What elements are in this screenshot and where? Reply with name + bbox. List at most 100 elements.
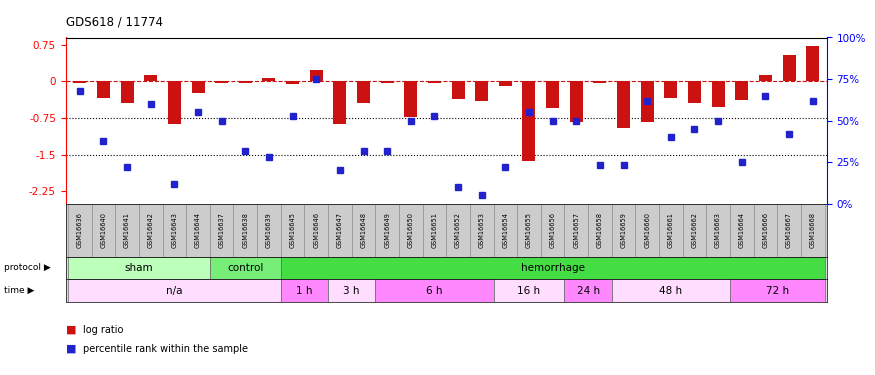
Text: GSM16655: GSM16655 [526, 212, 532, 248]
Bar [428, 81, 441, 84]
Bar [333, 81, 346, 124]
Bar [92, 204, 116, 257]
Bar [801, 204, 824, 257]
Bar [517, 204, 541, 257]
Text: GDS618 / 11774: GDS618 / 11774 [66, 15, 163, 28]
Text: GSM16663: GSM16663 [715, 212, 721, 248]
Text: GSM16652: GSM16652 [455, 212, 461, 248]
Bar [257, 204, 281, 257]
Bar [735, 81, 748, 100]
Bar [806, 46, 819, 81]
Bar [541, 204, 564, 257]
Text: GSM16639: GSM16639 [266, 212, 272, 248]
Bar [281, 204, 304, 257]
Bar [262, 78, 276, 81]
Bar [640, 81, 654, 122]
Bar [711, 81, 724, 107]
Text: GSM16661: GSM16661 [668, 212, 674, 248]
Text: GSM16640: GSM16640 [101, 212, 107, 248]
Bar [215, 81, 228, 84]
Text: GSM16658: GSM16658 [597, 212, 603, 248]
Bar [163, 204, 186, 257]
Bar [593, 81, 606, 84]
Bar [777, 204, 801, 257]
Bar [546, 81, 559, 108]
Text: GSM16642: GSM16642 [148, 212, 154, 248]
Text: GSM16667: GSM16667 [786, 212, 792, 248]
Bar [144, 75, 158, 81]
Bar [564, 279, 612, 302]
Text: percentile rank within the sample: percentile rank within the sample [83, 344, 248, 354]
Text: GSM16646: GSM16646 [313, 212, 319, 248]
Bar [97, 81, 110, 98]
Text: hemorrhage: hemorrhage [521, 263, 584, 273]
Bar [381, 81, 394, 84]
Text: GSM16668: GSM16668 [809, 212, 816, 248]
Text: ■: ■ [66, 325, 76, 335]
Bar [328, 279, 375, 302]
Text: GSM16660: GSM16660 [644, 212, 650, 248]
Bar [688, 81, 701, 104]
Text: GSM16662: GSM16662 [691, 212, 697, 248]
Bar [493, 204, 517, 257]
Text: GSM16637: GSM16637 [219, 212, 225, 248]
Bar [617, 81, 630, 128]
Bar [399, 204, 423, 257]
Text: 48 h: 48 h [659, 285, 682, 296]
Text: n/a: n/a [166, 285, 183, 296]
Bar [612, 279, 730, 302]
Bar [210, 256, 281, 279]
Bar [635, 204, 659, 257]
Bar [659, 204, 682, 257]
Text: sham: sham [124, 263, 153, 273]
Text: GSM16653: GSM16653 [479, 212, 485, 248]
Text: GSM16656: GSM16656 [550, 212, 556, 248]
Bar [570, 81, 583, 122]
Text: GSM16647: GSM16647 [337, 212, 343, 248]
Text: GSM16648: GSM16648 [360, 212, 367, 248]
Bar [304, 204, 328, 257]
Bar [753, 204, 777, 257]
Text: GSM16645: GSM16645 [290, 212, 296, 248]
Text: ■: ■ [66, 344, 76, 354]
Text: 3 h: 3 h [343, 285, 360, 296]
Bar [352, 204, 375, 257]
Text: GSM16638: GSM16638 [242, 212, 248, 248]
Bar [404, 81, 417, 117]
Bar [612, 204, 635, 257]
Bar [186, 204, 210, 257]
Text: GSM16649: GSM16649 [384, 212, 390, 248]
Bar [706, 204, 730, 257]
Bar [730, 204, 753, 257]
Bar [470, 204, 494, 257]
Text: GSM16651: GSM16651 [431, 212, 438, 248]
Bar [139, 204, 163, 257]
Text: 24 h: 24 h [577, 285, 599, 296]
Bar [759, 75, 772, 81]
Text: protocol ▶: protocol ▶ [4, 263, 51, 272]
Text: control: control [228, 263, 263, 273]
Text: time ▶: time ▶ [4, 286, 35, 295]
Text: GSM16636: GSM16636 [77, 212, 83, 248]
Bar [452, 81, 465, 99]
Bar [522, 81, 536, 160]
Text: GSM16666: GSM16666 [762, 212, 768, 248]
Bar [730, 279, 824, 302]
Text: GSM16659: GSM16659 [620, 212, 626, 248]
Bar [68, 204, 92, 257]
Bar [121, 81, 134, 102]
Text: GSM16664: GSM16664 [738, 212, 745, 248]
Text: 16 h: 16 h [517, 285, 541, 296]
Bar [664, 81, 677, 98]
Text: GSM16644: GSM16644 [195, 212, 201, 248]
Bar [234, 204, 257, 257]
Text: 6 h: 6 h [426, 285, 443, 296]
Bar [423, 204, 446, 257]
Text: 1 h: 1 h [296, 285, 312, 296]
Text: 72 h: 72 h [766, 285, 788, 296]
Text: GSM16641: GSM16641 [124, 212, 130, 248]
Bar [286, 81, 299, 84]
Bar [564, 204, 588, 257]
Text: GSM16657: GSM16657 [573, 212, 579, 248]
Bar [357, 81, 370, 104]
